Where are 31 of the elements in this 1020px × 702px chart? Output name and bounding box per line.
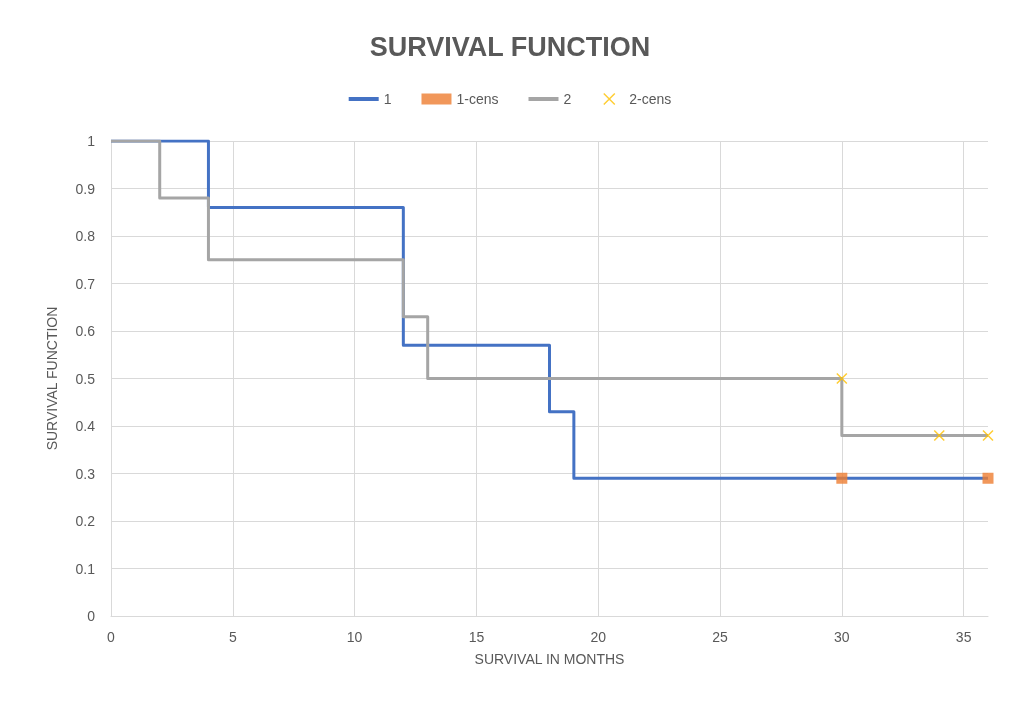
legend-label: 2 (563, 91, 572, 107)
x-tick-label: 25 (712, 629, 729, 645)
legend-label: 2-cens (629, 91, 672, 107)
y-tick-label: 0.4 (75, 418, 96, 434)
x-axis-title: SURVIVAL IN MONTHS (474, 651, 625, 667)
y-axis-title: SURVIVAL FUNCTION (44, 306, 60, 451)
x-tick-label: 20 (590, 629, 607, 645)
point (933, 429, 946, 442)
x-tick-label: 10 (346, 629, 363, 645)
y-tick-label: 0.9 (75, 180, 96, 197)
y-tick-label: 0.5 (75, 370, 96, 387)
legend-label: 1-cens (456, 91, 499, 107)
x-tick-label: 30 (834, 629, 850, 645)
y-tick-label: 0.3 (75, 465, 96, 482)
y-tick-label: 0 (87, 608, 96, 624)
x-tick-label: 35 (955, 629, 972, 645)
y-tick-label: 0.7 (75, 275, 96, 292)
y-tick-label: 1 (87, 133, 96, 149)
x-tick-label: 0 (107, 629, 116, 645)
point (836, 372, 848, 385)
y-tick-label: 0.1 (75, 560, 96, 577)
y-tick-label: 0.6 (75, 323, 96, 339)
y-tick-label: 0.2 (75, 513, 96, 529)
chart-title: SURVIVAL FUNCTION (369, 31, 651, 62)
point (982, 472, 994, 484)
y-tick-label: 0.8 (75, 228, 96, 244)
x-tick-label: 15 (468, 629, 485, 645)
legend-label: 1 (383, 91, 392, 107)
point (836, 472, 848, 484)
x-tick-label: 5 (228, 629, 237, 645)
point (982, 429, 994, 442)
